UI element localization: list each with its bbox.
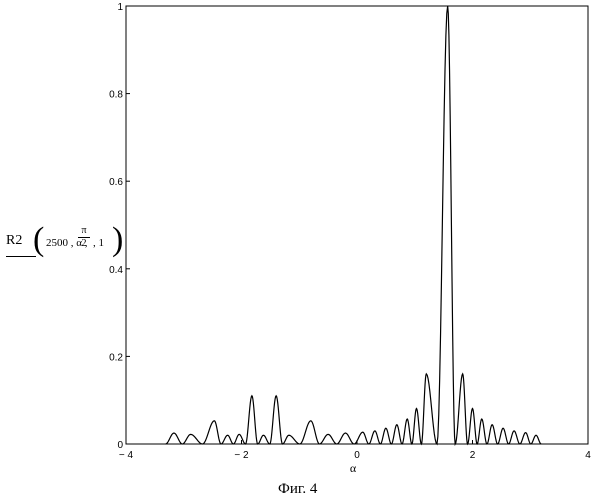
y-label-right-paren: ) [112, 221, 123, 259]
y-tick-label: 1 [117, 2, 123, 13]
x-tick-label: − 2 [234, 450, 249, 461]
y-label-left-paren: ( [33, 221, 44, 259]
y-tick-label: 0.4 [109, 265, 123, 276]
x-tick-label: 4 [585, 450, 591, 461]
x-axis-label: α [350, 461, 357, 475]
x-tick-label: 2 [470, 450, 476, 461]
figure-caption: Фиг. 4 [278, 481, 317, 498]
y-tick-label: 0.6 [109, 177, 123, 188]
y-label-frac-num: π [78, 225, 90, 237]
y-tick-label: 0.8 [109, 90, 123, 101]
x-tick-label: − 4 [119, 450, 134, 461]
y-label-args-after: , 1 [93, 237, 104, 249]
y-label-frac-den: 2 [78, 238, 90, 250]
y-label-fraction: π 2 [78, 225, 90, 250]
series-line [166, 6, 542, 444]
y-label-function: R2 [6, 233, 22, 249]
x-tick-label: 0 [354, 450, 360, 461]
y-tick-label: 0.2 [109, 352, 123, 363]
y-axis-label: R2 ( 2500 , α , π 2 , 1 ) [2, 225, 120, 259]
y-label-underline [6, 256, 36, 257]
plot-frame [126, 6, 588, 444]
